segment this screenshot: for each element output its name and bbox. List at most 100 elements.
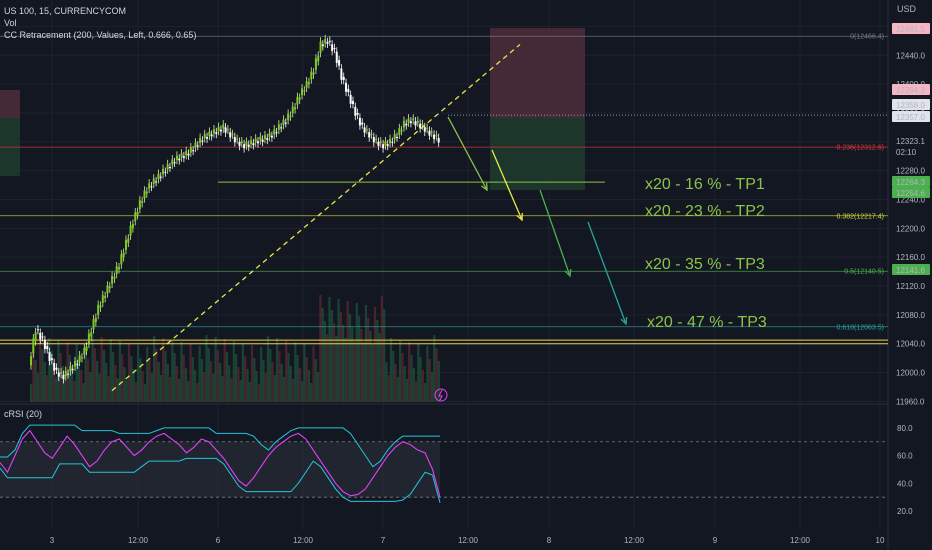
volume-bar bbox=[209, 361, 213, 402]
candle-body bbox=[291, 106, 294, 113]
lightning-icon-glyph bbox=[438, 389, 443, 401]
target-zone-right bbox=[490, 118, 585, 190]
volume-bar bbox=[339, 312, 342, 402]
candle-body bbox=[298, 97, 301, 100]
stop-zone-left bbox=[0, 90, 20, 118]
candle-body bbox=[180, 153, 183, 158]
candle-body bbox=[351, 100, 354, 105]
volume-bar bbox=[337, 299, 340, 402]
volume-bar bbox=[130, 356, 133, 402]
volume-bar bbox=[105, 363, 108, 402]
volume-bar bbox=[127, 343, 131, 402]
indicator-legend[interactable]: CC Retracement (200, Values, Left, 0.666… bbox=[4, 30, 197, 40]
volume-bar bbox=[424, 383, 427, 402]
volume-legend[interactable]: Vol bbox=[4, 18, 17, 28]
candle-body bbox=[389, 138, 392, 143]
target-label-1: x20 - 16 % - TP1 bbox=[645, 176, 765, 193]
volume-bar bbox=[148, 360, 151, 402]
volume-bar bbox=[98, 374, 101, 402]
candle-body bbox=[50, 358, 53, 361]
candle-body bbox=[430, 131, 433, 133]
volume-bar bbox=[166, 364, 169, 402]
candle-body bbox=[115, 266, 118, 274]
candle-body bbox=[196, 145, 199, 147]
time-tick-label: 3 bbox=[50, 536, 55, 545]
time-tick-label: 6 bbox=[216, 536, 221, 545]
candle-body bbox=[386, 144, 389, 146]
volume-bar bbox=[80, 370, 83, 402]
price-tag-box bbox=[892, 23, 930, 34]
candle-body bbox=[57, 372, 60, 377]
price-tick-label: 12160.0 bbox=[896, 253, 925, 262]
volume-bar bbox=[285, 340, 288, 402]
crsi-tick-label: 40.0 bbox=[897, 479, 913, 488]
candle-body bbox=[340, 68, 343, 80]
arrow-tp3 bbox=[539, 189, 571, 277]
candle-body bbox=[282, 119, 285, 125]
volume-bar bbox=[389, 338, 393, 402]
volume-bar bbox=[328, 297, 331, 402]
candle-body bbox=[41, 336, 44, 338]
candle-body bbox=[97, 304, 100, 315]
volume-bar bbox=[91, 335, 94, 402]
crsi-band-fill bbox=[0, 441, 440, 498]
candle-body bbox=[152, 178, 155, 184]
price-tag-label: 12264.3 bbox=[896, 178, 925, 187]
volume-bar bbox=[173, 353, 176, 402]
volume-bar bbox=[155, 349, 158, 402]
volume-bar bbox=[264, 373, 267, 402]
volume-bar bbox=[371, 344, 374, 402]
candle-body bbox=[393, 134, 396, 140]
candle-body bbox=[217, 126, 220, 131]
candle-body bbox=[145, 191, 148, 194]
candle-body bbox=[259, 136, 262, 141]
candle-body bbox=[365, 129, 368, 131]
candle-body bbox=[261, 139, 264, 142]
candle-body bbox=[370, 134, 373, 136]
candle-body bbox=[43, 340, 46, 349]
candle-body bbox=[192, 150, 195, 152]
volume-bar bbox=[207, 348, 210, 402]
symbol-legend[interactable]: US 100, 15, CURRENCYCOM bbox=[4, 6, 127, 16]
crsi-legend[interactable]: cRSI (20) bbox=[4, 409, 43, 419]
candle-body bbox=[331, 44, 334, 51]
candle-body bbox=[326, 42, 329, 44]
candle-body bbox=[124, 239, 127, 250]
candle-body bbox=[247, 144, 250, 147]
volume-bar bbox=[417, 344, 420, 402]
time-tick-label: 10 bbox=[876, 536, 885, 545]
volume-bar bbox=[332, 323, 336, 402]
candle-body bbox=[423, 127, 426, 132]
candle-body bbox=[166, 164, 169, 170]
volume-bar bbox=[255, 371, 258, 402]
volume-bar bbox=[410, 355, 413, 402]
volume-bar bbox=[235, 354, 238, 402]
candle-body bbox=[30, 356, 32, 366]
volume-bar bbox=[178, 379, 181, 402]
candle-body bbox=[252, 143, 255, 146]
volume-bar bbox=[182, 355, 185, 402]
price-tick-label: 12040.0 bbox=[896, 340, 925, 349]
volume-bar bbox=[102, 350, 106, 402]
candle-body bbox=[83, 348, 86, 355]
volume-bar bbox=[228, 365, 231, 402]
volume-bar bbox=[196, 383, 199, 402]
price-tag-label: 12141.6 bbox=[896, 266, 925, 275]
volume-bar bbox=[118, 341, 122, 402]
candle-body bbox=[55, 367, 58, 370]
volume-bar bbox=[296, 355, 299, 402]
volume-bar bbox=[75, 344, 78, 402]
volume-bar bbox=[112, 352, 115, 402]
candle-body bbox=[173, 162, 176, 164]
volume-bar bbox=[171, 340, 174, 402]
arrow-tp4-head bbox=[620, 316, 628, 326]
price-tag-box bbox=[892, 264, 930, 275]
candle-body bbox=[87, 333, 90, 344]
volume-bar bbox=[330, 310, 333, 402]
candle-body bbox=[296, 96, 299, 105]
candle-body bbox=[284, 122, 287, 124]
volume-bar bbox=[335, 336, 338, 402]
arrow-tp2 bbox=[491, 149, 523, 221]
candle-body bbox=[433, 134, 436, 140]
